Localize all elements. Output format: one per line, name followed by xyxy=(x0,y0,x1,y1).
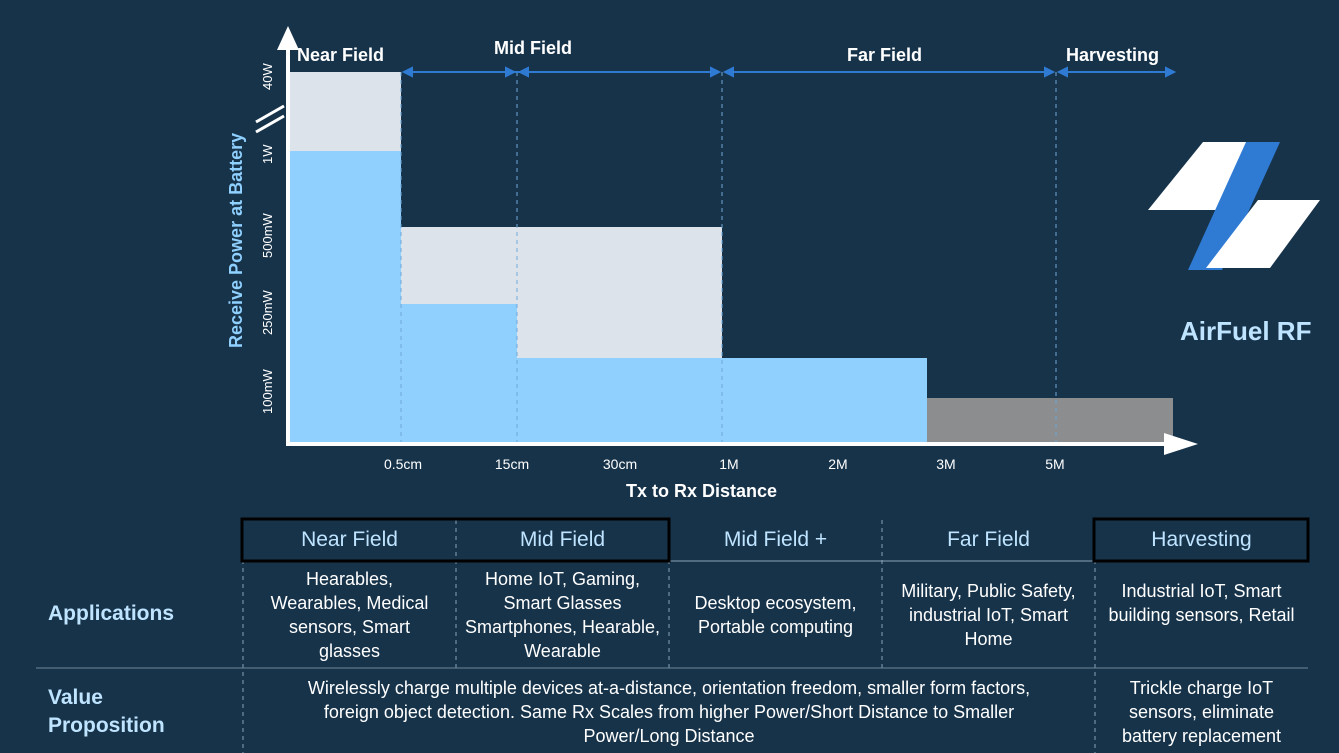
applications-cell-harvesting: Industrial IoT, Smart building sensors, … xyxy=(1108,581,1295,625)
harvesting-bar xyxy=(927,398,1173,444)
span-arrowhead xyxy=(722,66,734,78)
zone-label-near-field: Near Field xyxy=(297,45,385,65)
column-header-far-field: Far Field xyxy=(947,528,1030,551)
x-tick-label: 0.5cm xyxy=(383,456,423,472)
harvesting-highlight-box xyxy=(1092,517,1310,563)
zone-label-far-field: Far Field xyxy=(847,45,923,65)
column-header-near-field: Near Field xyxy=(301,528,398,551)
axis-break-mark xyxy=(255,114,285,134)
applications-cell-mid-field: Home IoT, Gaming, Smart Glasses Smartpho… xyxy=(464,569,661,661)
x-axis-arrowhead xyxy=(1164,433,1198,455)
row-label-value-proposition: Value Proposition xyxy=(48,686,165,737)
span-arrowhead xyxy=(517,66,529,78)
y-tick-label: 250mW xyxy=(260,290,275,335)
x-axis-title: Tx to Rx Distance xyxy=(626,481,778,501)
y-axis-arrowhead xyxy=(277,26,299,50)
far-field-bar xyxy=(722,358,927,444)
mid-field-short-bar xyxy=(401,304,517,444)
value-proposition-cell-main: Wirelessly charge multiple devices at-a-… xyxy=(307,678,1031,746)
applications-cell-near-field: Hearables, Wearables, Medical sensors, S… xyxy=(270,569,429,661)
row-label-applications: Applications xyxy=(48,602,175,625)
span-arrowhead xyxy=(505,66,517,78)
column-header-harvesting: Harvesting xyxy=(1151,528,1252,551)
zone-label-mid-field: Mid Field xyxy=(494,38,572,58)
span-arrowhead xyxy=(710,66,722,78)
mid-field-typical-bar xyxy=(517,358,722,444)
y-tick-label: 100mW xyxy=(260,369,275,414)
x-tick-label: 15cm xyxy=(494,456,530,472)
span-arrowhead xyxy=(401,66,413,78)
applications-cell-mid-field-plus: Desktop ecosystem, Portable computing xyxy=(694,593,857,637)
near-field-typical-bar xyxy=(290,151,401,444)
x-tick-label: 2M xyxy=(828,456,848,472)
column-header-mid-field: Mid Field xyxy=(519,528,606,551)
axis-break-mark xyxy=(255,104,285,124)
x-tick-label: 3M xyxy=(936,456,956,472)
value-proposition-cell-harvesting: Trickle charge IoT sensors, eliminate ba… xyxy=(1121,678,1282,746)
x-tick-label: 1M xyxy=(719,456,739,472)
near-mid-field-highlight-box xyxy=(240,517,671,563)
airfuel-logo-icon xyxy=(1148,142,1320,270)
x-tick-label: 5M xyxy=(1045,456,1065,472)
column-header-mid-field-plus: Mid Field + xyxy=(723,528,828,551)
brand-name: AirFuel RF xyxy=(1180,316,1312,346)
zone-label-harvesting: Harvesting xyxy=(1066,45,1160,65)
span-arrowhead xyxy=(1044,66,1056,78)
y-tick-label: 40W xyxy=(260,63,275,90)
span-arrowhead xyxy=(1056,66,1068,78)
y-tick-label: 500mW xyxy=(260,213,275,258)
applications-cell-far-field: Military, Public Safety, industrial IoT,… xyxy=(901,581,1076,649)
span-arrowhead xyxy=(1165,66,1177,78)
y-axis-title: Receive Power at Battery xyxy=(226,132,246,348)
x-tick-label: 30cm xyxy=(602,456,638,472)
y-tick-label: 1W xyxy=(260,144,275,165)
